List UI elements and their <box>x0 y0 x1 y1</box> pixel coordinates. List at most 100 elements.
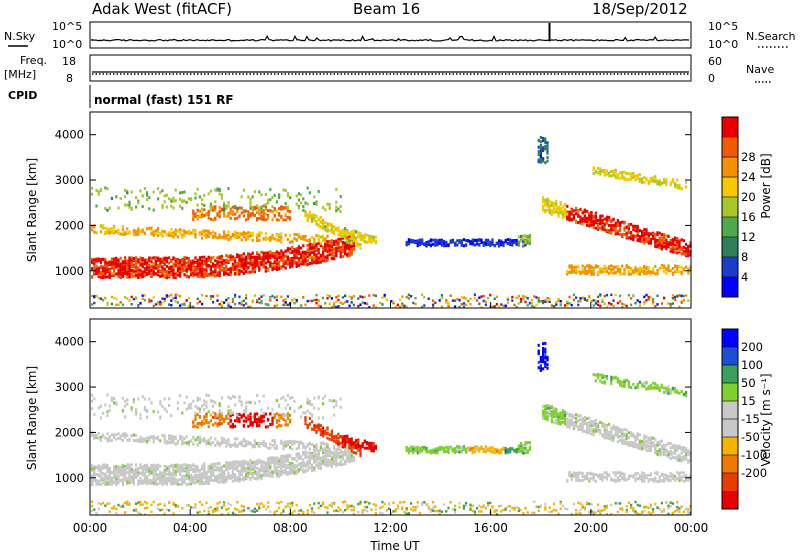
echo-cell <box>183 478 186 482</box>
echo-cell <box>643 236 646 240</box>
echo-cell <box>269 264 272 268</box>
clutter-cell <box>427 297 430 300</box>
echo-cell <box>289 233 292 237</box>
clutter-cell <box>381 303 384 306</box>
echo-cell <box>126 271 129 274</box>
echo-cell <box>135 467 138 471</box>
echo-cell <box>132 473 135 476</box>
echo-cell <box>335 239 338 243</box>
echo-cell <box>249 234 252 238</box>
echo-cell <box>341 236 344 240</box>
echo-cell <box>91 192 94 196</box>
echo-cell <box>610 228 613 232</box>
echo-cell <box>148 196 151 200</box>
echo-cell <box>654 180 657 184</box>
echo-cell <box>227 201 230 204</box>
echo-cell <box>346 231 349 235</box>
echo-cell <box>313 243 316 247</box>
clutter-cell <box>165 508 168 511</box>
echo-cell <box>363 233 366 237</box>
echo-cell <box>680 272 683 276</box>
echo-cell <box>126 476 129 480</box>
echo-cell <box>553 208 556 212</box>
echo-cell <box>509 238 512 242</box>
clutter-cell <box>610 303 613 306</box>
echo-cell <box>687 254 690 258</box>
clutter-cell <box>619 300 622 303</box>
echo-cell <box>608 267 611 271</box>
clutter-cell <box>335 296 338 299</box>
echo-cell <box>344 227 347 230</box>
echo-cell <box>209 257 212 261</box>
clutter-cell <box>231 300 234 303</box>
echo-cell <box>143 232 146 235</box>
clutter-cell <box>315 298 318 302</box>
echo-cell <box>687 247 690 250</box>
echo-cell <box>141 465 144 469</box>
echo-cell <box>146 469 149 473</box>
echo-cell <box>641 177 644 181</box>
echo-cell <box>154 266 157 270</box>
echo-cell <box>315 259 318 263</box>
echo-cell <box>676 267 679 271</box>
echo-cell <box>203 439 206 443</box>
echo-cell <box>201 266 204 270</box>
echo-cell <box>253 214 256 217</box>
clutter-cell <box>634 301 637 305</box>
echo-cell <box>190 273 193 277</box>
echo-cell <box>214 188 217 192</box>
echo-cell <box>317 260 320 264</box>
echo-cell <box>564 202 567 206</box>
echo-cell <box>258 231 261 235</box>
echo-cell <box>185 463 188 467</box>
echo-cell <box>201 420 204 424</box>
echo-cell <box>306 259 309 262</box>
echo-cell <box>168 470 171 474</box>
echo-cell <box>236 272 239 276</box>
echo-cell <box>205 439 208 443</box>
echo-cell <box>652 176 655 180</box>
echo-cell <box>685 250 688 254</box>
echo-cell <box>212 218 215 222</box>
clutter-cell <box>196 302 199 305</box>
echo-cell <box>95 188 98 192</box>
echo-cell <box>148 226 151 230</box>
echo-cell <box>339 252 342 256</box>
echo-cell <box>181 259 184 263</box>
echo-cell <box>634 229 637 233</box>
echo-cell <box>126 480 129 484</box>
echo-cell <box>212 473 215 477</box>
echo-cell <box>643 231 646 235</box>
echo-cell <box>115 477 118 481</box>
echo-cell <box>256 233 259 237</box>
echo-cell <box>619 223 622 227</box>
echo-cell <box>339 205 342 208</box>
clutter-cell <box>454 305 457 308</box>
echo-cell <box>645 232 648 236</box>
echo-cell <box>293 237 296 241</box>
echo-cell <box>300 260 303 264</box>
echo-cell <box>605 169 608 173</box>
echo-cell <box>359 231 362 235</box>
echo-cell <box>407 242 410 246</box>
clutter-cell <box>407 297 410 300</box>
echo-cell <box>586 219 589 223</box>
echo-cell <box>333 240 336 243</box>
echo-cell <box>660 244 663 248</box>
clutter-cell <box>555 302 558 306</box>
echo-cell <box>163 478 166 482</box>
clutter-cell <box>346 300 349 303</box>
echo-cell <box>590 266 593 270</box>
clutter-cell <box>284 297 287 301</box>
clutter-cell <box>223 301 226 304</box>
echo-cell <box>104 267 107 271</box>
clutter-cell <box>143 500 146 504</box>
echo-cell <box>311 213 314 217</box>
echo-cell <box>619 171 622 175</box>
echo-cell <box>209 474 212 478</box>
clutter-cell <box>225 298 228 302</box>
nsearch-label: N.Search <box>746 30 796 43</box>
echo-cell <box>190 261 193 265</box>
echo-cell <box>218 264 221 268</box>
clutter-cell <box>614 293 617 297</box>
